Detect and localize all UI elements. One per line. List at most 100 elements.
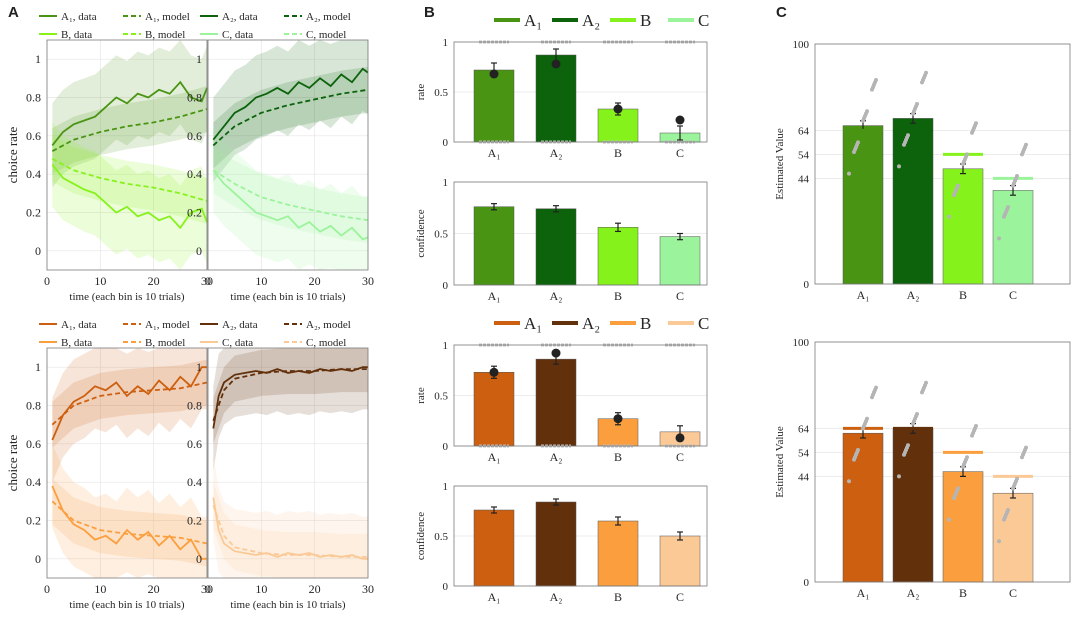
series-band: [213, 348, 368, 471]
y-tick-label: 0.2: [187, 514, 202, 528]
subject-point: [1011, 183, 1015, 188]
y-tick-label: 0.6: [26, 129, 41, 143]
legend-label: A₂, data: [222, 319, 258, 331]
x-tick-label: 0: [44, 582, 50, 596]
bar: [473, 372, 515, 447]
line-chart-A-orange-1: [39, 323, 208, 579]
x-tick-label: B: [614, 590, 622, 604]
y-tick-label: 0.6: [187, 437, 202, 451]
subject-point: [1020, 152, 1024, 157]
y-tick-label: 1: [35, 52, 41, 66]
x-tick-label: B: [614, 450, 622, 464]
bar-chart-B-orange-conf: [453, 485, 708, 587]
y-tick-label: 0.6: [26, 437, 41, 451]
y-tick-label: 0.4: [187, 475, 202, 489]
x-axis-label: time (each bin is 10 trials): [230, 599, 345, 611]
y-tick-label: 0: [443, 581, 449, 593]
y-tick-label: 0: [804, 577, 810, 589]
subject-point: [961, 162, 965, 166]
series-band: [52, 122, 208, 271]
y-tick-label: 0: [804, 279, 810, 291]
y-tick-label: 0.2: [26, 206, 41, 220]
x-tick-label: B: [959, 586, 967, 600]
bar-chart-B-green-rate: [453, 18, 708, 144]
legend-label: B, model: [145, 29, 185, 41]
y-tick-label: 0.4: [26, 167, 41, 181]
series-line: [212, 67, 369, 141]
bar-chart-B-orange-rate: [453, 321, 708, 448]
subject-point: [947, 517, 951, 522]
subject-point: [920, 80, 924, 85]
legend-label: B: [640, 314, 651, 333]
plot-area: [208, 348, 368, 578]
subject-point: [897, 164, 901, 169]
y-tick-label: 1: [443, 37, 449, 49]
subject-point: [997, 236, 1001, 241]
plot-frame: [207, 347, 369, 579]
bar: [473, 509, 515, 587]
legend-label: B: [640, 11, 651, 30]
line-chart-A-orange-2: [200, 323, 369, 579]
x-axis-label: time (each bin is 10 trials): [69, 291, 184, 303]
bar: [992, 492, 1034, 583]
subject-point: [952, 193, 956, 198]
legend-label: A₁, model: [145, 11, 190, 23]
y-tick-label: 0.5: [434, 531, 448, 543]
bar: [892, 428, 934, 583]
subject-point: [970, 130, 974, 135]
y-tick-label: 44: [798, 173, 810, 185]
x-tick-label: 10: [94, 582, 106, 596]
subject-point: [1002, 214, 1006, 219]
plot-frame: [453, 181, 708, 286]
model-point: [489, 69, 499, 79]
series-band: [52, 478, 208, 567]
legend-label: A₂: [582, 11, 600, 30]
plot-frame: [814, 43, 1071, 285]
x-tick-label: 30: [201, 582, 213, 596]
y-tick-label: 54: [798, 447, 810, 459]
bar: [535, 358, 577, 447]
x-tick-label: 20: [148, 274, 160, 288]
y-tick-label: 0.8: [26, 399, 41, 413]
subject-point: [1002, 517, 1006, 522]
model-point: [551, 59, 561, 69]
subject-point: [847, 171, 851, 176]
y-tick-label: 1: [443, 340, 449, 352]
series-line: [51, 108, 208, 152]
x-tick-label: C: [1009, 586, 1017, 600]
subject-point: [870, 87, 874, 92]
plot-area: [47, 348, 207, 578]
bar: [659, 535, 701, 587]
x-tick-label: A₂: [550, 590, 563, 604]
bar-chart-C-orange: [814, 341, 1071, 583]
x-tick-label: A₁: [857, 288, 870, 302]
y-axis-label: choice rate: [5, 126, 20, 183]
y-tick-label: 0.4: [26, 475, 41, 489]
plot-frame: [453, 41, 708, 143]
y-tick-label: 1: [196, 360, 202, 374]
y-tick-label: 0: [443, 441, 449, 453]
x-tick-label: 10: [255, 274, 267, 288]
series-line: [51, 500, 208, 545]
series-band: [52, 40, 208, 188]
legend-label: C, model: [306, 29, 346, 41]
plot-frame: [814, 341, 1071, 583]
bar: [535, 208, 577, 286]
subject-point: [911, 421, 915, 426]
subject-point: [1020, 455, 1024, 460]
y-tick-label: 0.5: [434, 229, 448, 241]
subject-point: [970, 433, 974, 438]
x-tick-label: A₁: [488, 590, 501, 604]
y-tick-label: 0.8: [26, 91, 41, 105]
y-axis-label: Estimated Value: [774, 426, 786, 498]
y-axis-label: Estimated Value: [774, 128, 786, 200]
legend-label: C, data: [222, 337, 253, 349]
bar: [473, 69, 515, 143]
x-tick-label: A₂: [907, 288, 920, 302]
y-tick-label: 1: [196, 52, 202, 66]
bar: [535, 54, 577, 143]
series-line: [212, 366, 368, 429]
series-band: [213, 147, 368, 244]
series-band: [52, 135, 208, 224]
x-tick-label: B: [959, 288, 967, 302]
